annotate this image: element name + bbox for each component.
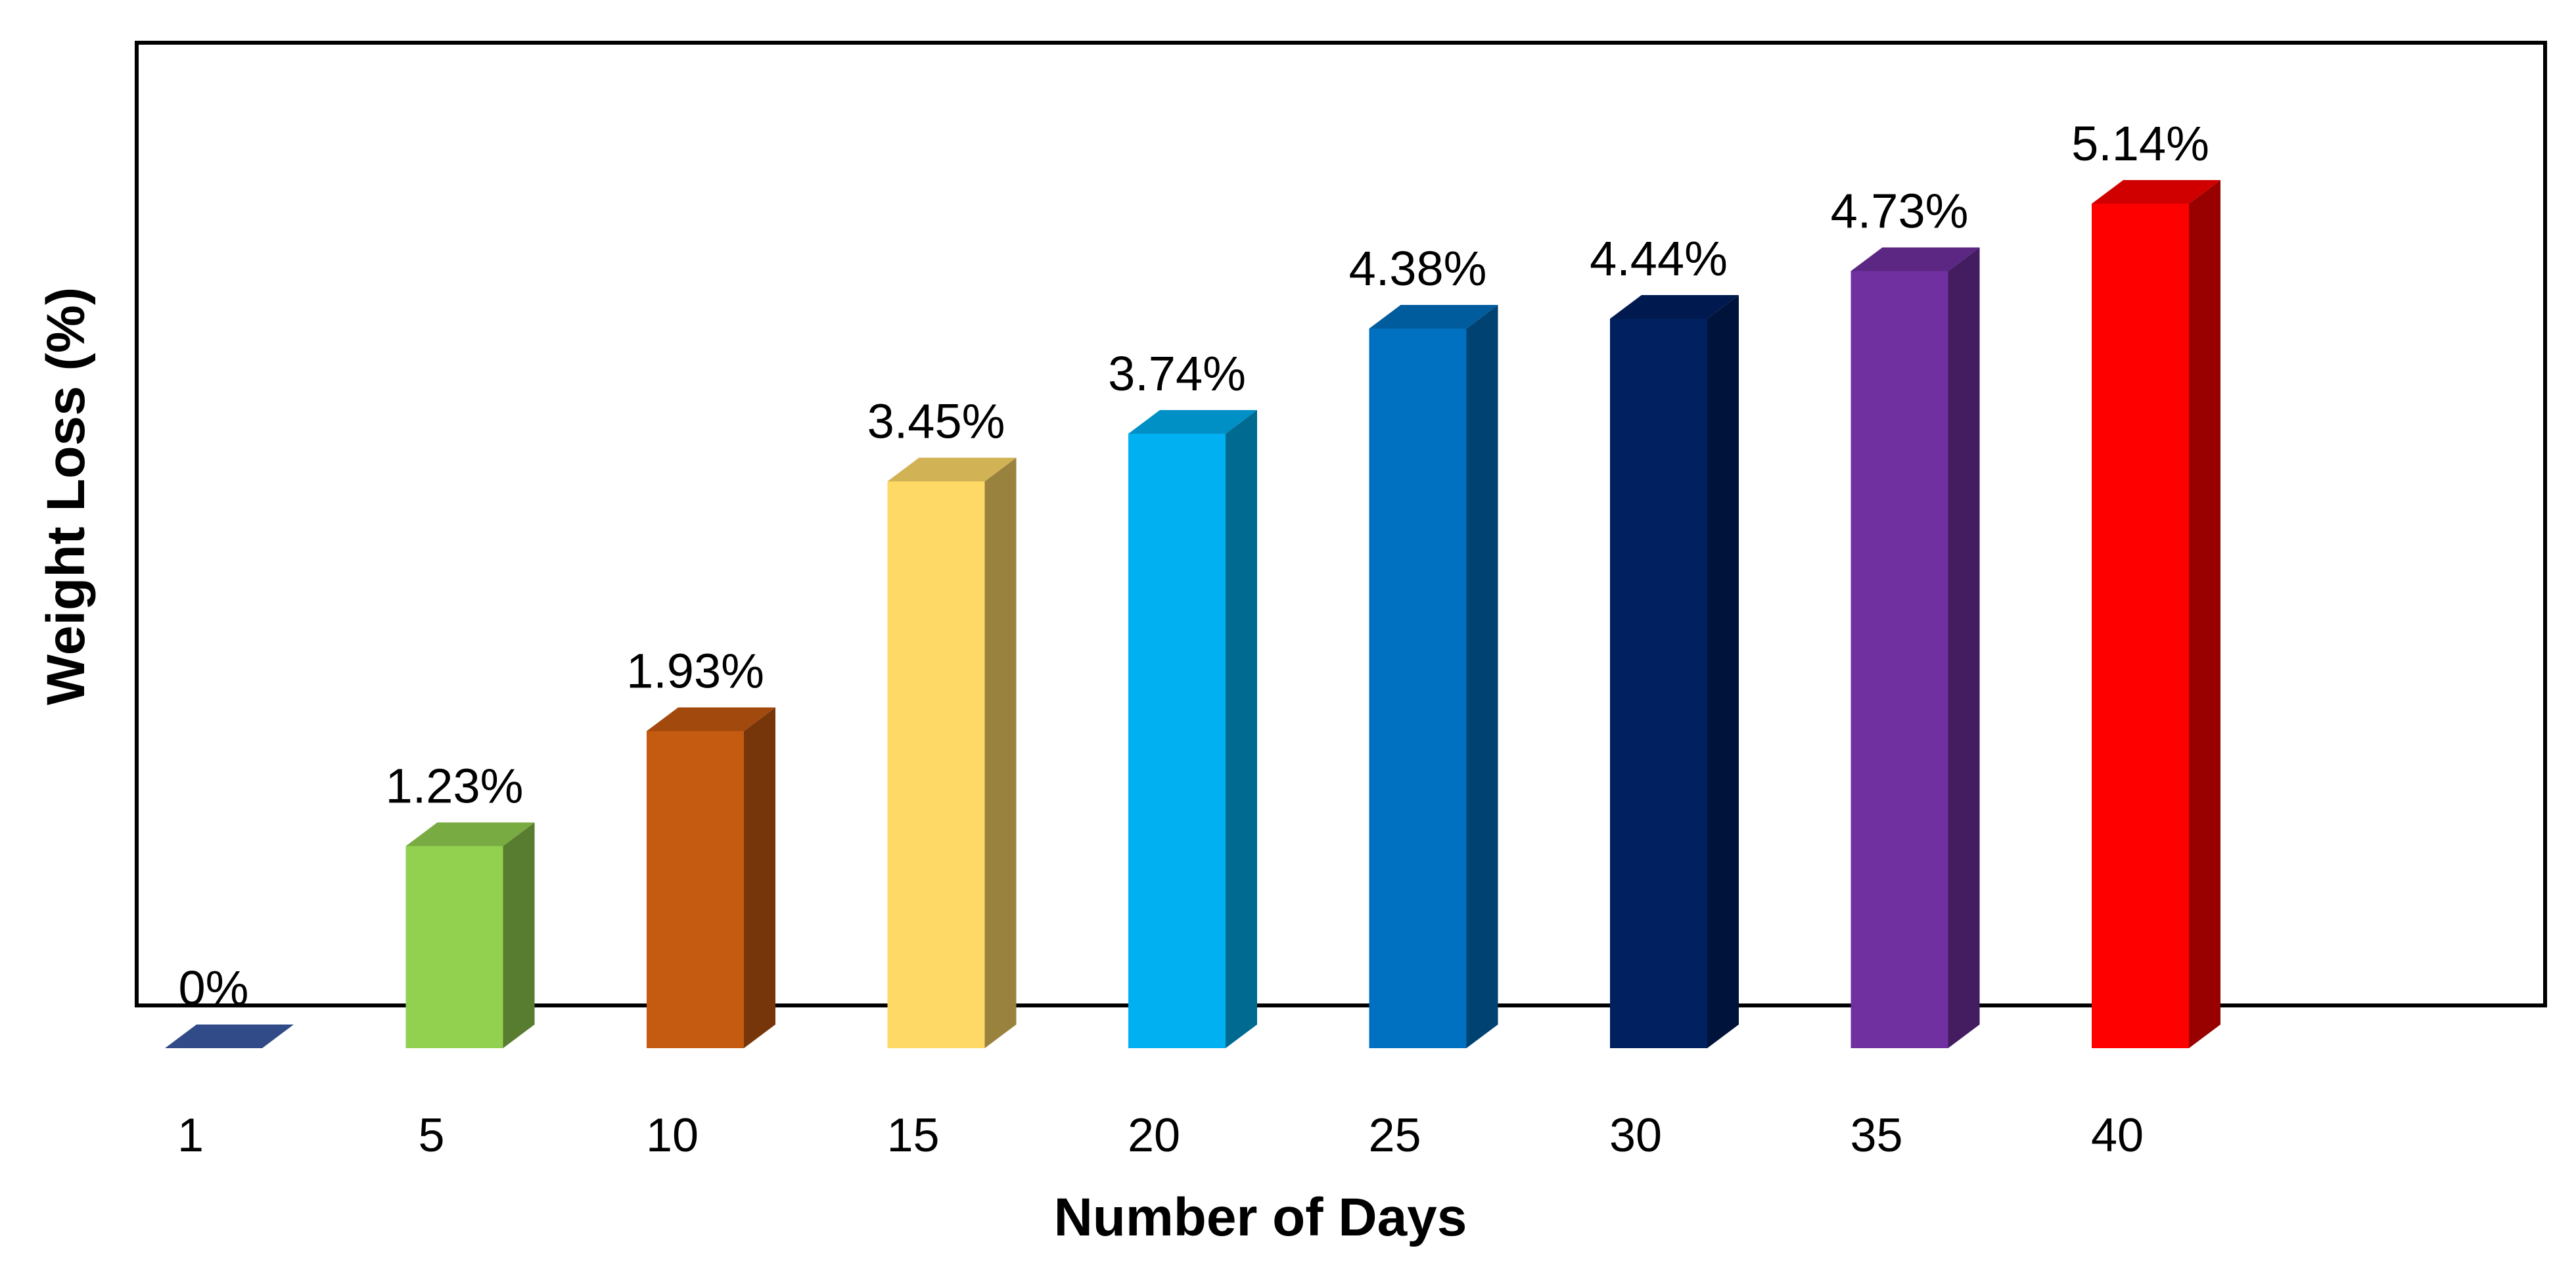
bar-top-face	[1369, 305, 1498, 329]
x-tick-label: 35	[1850, 1109, 1902, 1162]
bar-day-25	[1369, 305, 1498, 1048]
x-tick-labels: 1 5 10 15 20 25 30 35 40	[177, 1109, 2144, 1162]
bar-front-face	[1610, 319, 1707, 1048]
bar-day-20	[1128, 410, 1257, 1048]
bar-top-face	[1128, 410, 1257, 434]
bar-front-face	[887, 481, 985, 1048]
bar-day-40	[2092, 180, 2220, 1048]
x-tick-label: 20	[1128, 1109, 1180, 1162]
bar-side-face	[1466, 305, 1498, 1048]
x-tick-label: 40	[2091, 1109, 2144, 1162]
bars-layer	[165, 180, 2220, 1048]
x-tick-label: 30	[1609, 1109, 1662, 1162]
bar-top-face	[165, 1025, 294, 1048]
bar-side-face	[1948, 247, 1980, 1048]
data-label: 5.14%	[2071, 116, 2209, 171]
bar-top-face	[1851, 247, 1980, 271]
data-labels-layer: 0% 1.23% 1.93% 3.45% 3.74% 4.38% 4.44% 4.73% 5.1…	[179, 116, 2209, 1015]
bar-side-face	[1226, 410, 1257, 1048]
data-label: 3.74%	[1108, 346, 1246, 401]
bar-side-face	[2189, 180, 2220, 1048]
bar-side-face	[984, 457, 1017, 1048]
bar-side-face	[1707, 295, 1739, 1048]
bar-day-10	[647, 707, 775, 1048]
data-label: 4.44%	[1590, 231, 1728, 286]
bar-front-face	[647, 731, 744, 1048]
bar-day-30	[1610, 295, 1739, 1048]
bar-side-face	[744, 707, 775, 1048]
data-label: 4.73%	[1831, 184, 1969, 239]
x-tick-label: 1	[177, 1109, 204, 1162]
bar-side-face	[503, 822, 535, 1048]
bar-top-face	[2092, 180, 2220, 204]
bar-front-face	[1369, 329, 1467, 1048]
data-label: 1.93%	[626, 644, 764, 699]
bar-top-face	[647, 707, 775, 731]
plot-frame	[135, 41, 2547, 1007]
bar-top-face	[1610, 295, 1739, 319]
bar-front-face	[405, 846, 503, 1048]
x-tick-label: 15	[886, 1109, 939, 1162]
bar-top-face	[405, 822, 535, 846]
x-tick-label: 10	[646, 1109, 699, 1162]
x-tick-label: 25	[1368, 1109, 1421, 1162]
bar-day-5	[405, 822, 535, 1048]
bar-front-face	[2092, 204, 2189, 1048]
data-label: 0%	[179, 961, 249, 1015]
data-label: 4.38%	[1349, 241, 1487, 296]
bar-day-15	[887, 457, 1017, 1048]
bar-top-face	[887, 457, 1017, 482]
x-axis-title: Number of Days	[1054, 1187, 1467, 1247]
y-axis-title: Weight Loss (%)	[36, 287, 96, 705]
bar-front-face	[1128, 434, 1226, 1048]
bar-day-1	[165, 1025, 294, 1048]
bar-front-face	[1851, 271, 1948, 1048]
x-tick-label: 5	[418, 1109, 444, 1162]
bar-day-35	[1851, 247, 1980, 1048]
data-label: 1.23%	[386, 759, 524, 814]
data-label: 3.45%	[867, 394, 1005, 449]
